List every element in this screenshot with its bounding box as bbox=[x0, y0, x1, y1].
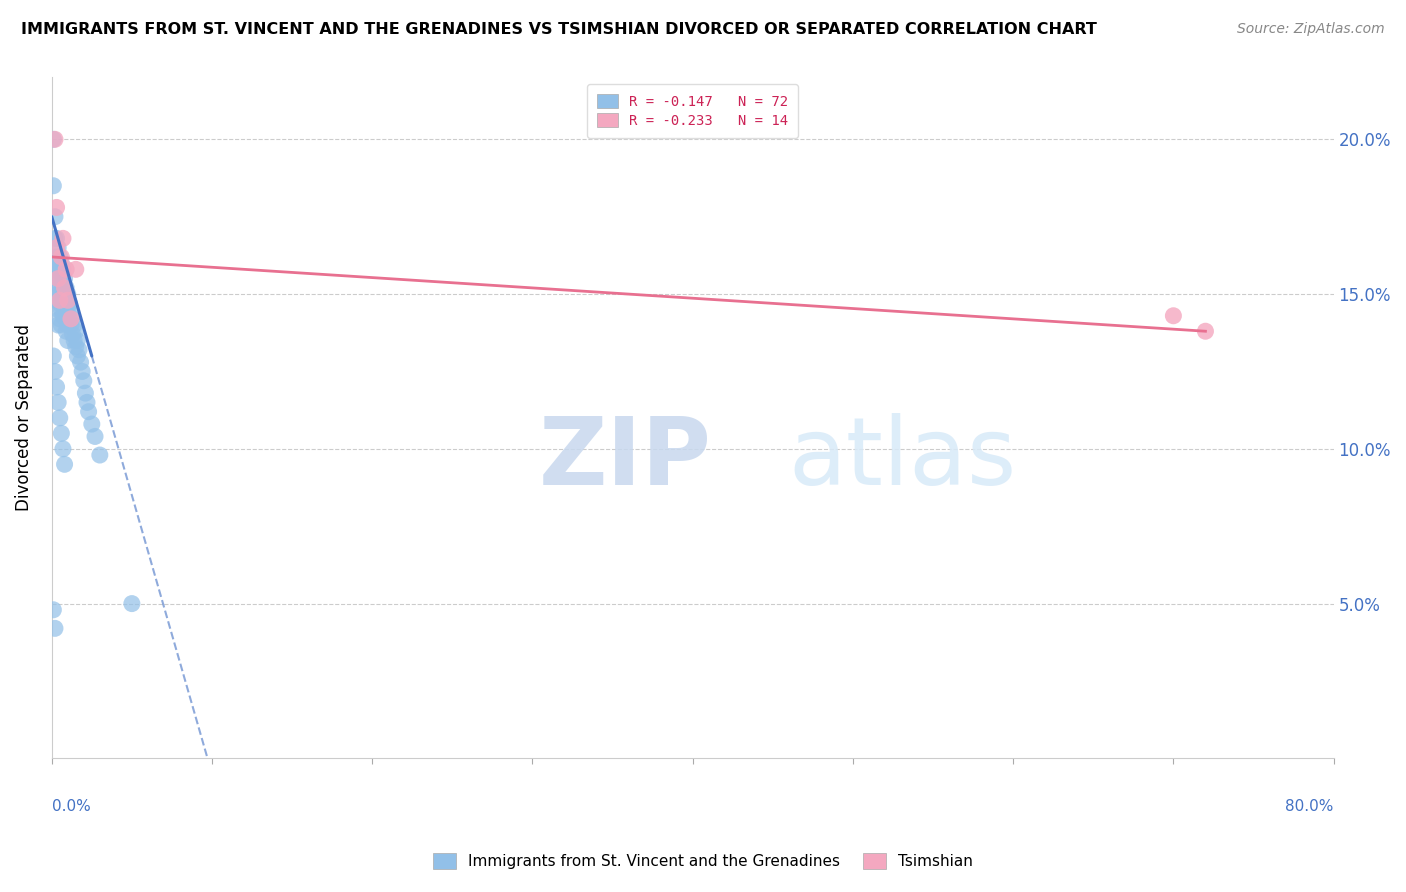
Point bbox=[44, 364, 66, 378]
Point bbox=[63, 318, 86, 332]
Point bbox=[75, 386, 97, 401]
Point bbox=[46, 302, 69, 317]
Point bbox=[42, 178, 65, 193]
Point bbox=[56, 293, 79, 308]
Point bbox=[51, 426, 73, 441]
Legend: R = -0.147   N = 72, R = -0.233   N = 14: R = -0.147 N = 72, R = -0.233 N = 14 bbox=[588, 85, 799, 137]
Point bbox=[46, 241, 69, 255]
Point bbox=[55, 293, 77, 308]
Text: IMMIGRANTS FROM ST. VINCENT AND THE GRENADINES VS TSIMSHIAN DIVORCED OR SEPARATE: IMMIGRANTS FROM ST. VINCENT AND THE GREN… bbox=[21, 22, 1097, 37]
Point bbox=[53, 287, 76, 301]
Point bbox=[56, 334, 79, 348]
Point bbox=[66, 334, 89, 348]
Point bbox=[76, 395, 98, 409]
Point bbox=[65, 324, 87, 338]
Point bbox=[51, 302, 73, 317]
Point bbox=[55, 324, 77, 338]
Point bbox=[59, 318, 82, 332]
Point bbox=[44, 621, 66, 635]
Point bbox=[49, 296, 72, 310]
Point bbox=[121, 597, 143, 611]
Point bbox=[59, 302, 82, 317]
Text: atlas: atlas bbox=[789, 413, 1017, 505]
Point bbox=[45, 262, 67, 277]
Point bbox=[55, 309, 77, 323]
Point bbox=[53, 271, 76, 285]
Point bbox=[45, 293, 67, 308]
Point bbox=[1163, 309, 1185, 323]
Point bbox=[52, 309, 75, 323]
Point bbox=[84, 429, 107, 443]
Point bbox=[45, 380, 67, 394]
Point bbox=[73, 374, 96, 388]
Point bbox=[53, 458, 76, 472]
Point bbox=[51, 271, 73, 285]
Point bbox=[46, 271, 69, 285]
Point bbox=[49, 250, 72, 264]
Point bbox=[49, 293, 72, 308]
Point bbox=[65, 262, 87, 277]
Point bbox=[51, 250, 73, 264]
Point bbox=[52, 277, 75, 292]
Text: Source: ZipAtlas.com: Source: ZipAtlas.com bbox=[1237, 22, 1385, 37]
Point bbox=[58, 311, 80, 326]
Point bbox=[51, 256, 73, 270]
Point bbox=[51, 318, 73, 332]
Point bbox=[42, 132, 65, 146]
Point bbox=[52, 262, 75, 277]
Point bbox=[56, 287, 79, 301]
Point bbox=[52, 442, 75, 456]
Point bbox=[46, 287, 69, 301]
Legend: Immigrants from St. Vincent and the Grenadines, Tsimshian: Immigrants from St. Vincent and the Gren… bbox=[427, 847, 979, 875]
Point bbox=[49, 265, 72, 279]
Point bbox=[69, 355, 91, 369]
Point bbox=[51, 287, 73, 301]
Point bbox=[67, 343, 90, 357]
Point bbox=[46, 395, 69, 409]
Point bbox=[45, 231, 67, 245]
Point bbox=[44, 256, 66, 270]
Point bbox=[65, 340, 87, 354]
Point bbox=[70, 364, 93, 378]
Point bbox=[53, 302, 76, 317]
Point bbox=[55, 262, 77, 277]
Point bbox=[56, 318, 79, 332]
Point bbox=[62, 311, 84, 326]
Point bbox=[77, 405, 100, 419]
Text: 0.0%: 0.0% bbox=[52, 799, 90, 814]
Point bbox=[89, 448, 111, 462]
Point bbox=[63, 334, 86, 348]
Point bbox=[44, 132, 66, 146]
Point bbox=[52, 231, 75, 245]
Point bbox=[1194, 324, 1216, 338]
Point bbox=[42, 349, 65, 363]
Text: ZIP: ZIP bbox=[538, 413, 711, 505]
Point bbox=[62, 327, 84, 342]
Point bbox=[46, 271, 69, 285]
Point bbox=[45, 201, 67, 215]
Point bbox=[53, 281, 76, 295]
Text: 80.0%: 80.0% bbox=[1285, 799, 1334, 814]
Point bbox=[42, 603, 65, 617]
Y-axis label: Divorced or Separated: Divorced or Separated bbox=[15, 325, 32, 511]
Point bbox=[66, 349, 89, 363]
Point bbox=[58, 296, 80, 310]
Point bbox=[49, 311, 72, 326]
Point bbox=[56, 302, 79, 317]
Point bbox=[59, 311, 82, 326]
Point bbox=[49, 281, 72, 295]
Point bbox=[80, 417, 103, 431]
Point bbox=[46, 318, 69, 332]
Point bbox=[45, 241, 67, 255]
Point bbox=[45, 250, 67, 264]
Point bbox=[44, 231, 66, 245]
Point bbox=[55, 281, 77, 295]
Point bbox=[45, 277, 67, 292]
Point bbox=[52, 293, 75, 308]
Point bbox=[44, 210, 66, 224]
Point bbox=[49, 410, 72, 425]
Point bbox=[46, 256, 69, 270]
